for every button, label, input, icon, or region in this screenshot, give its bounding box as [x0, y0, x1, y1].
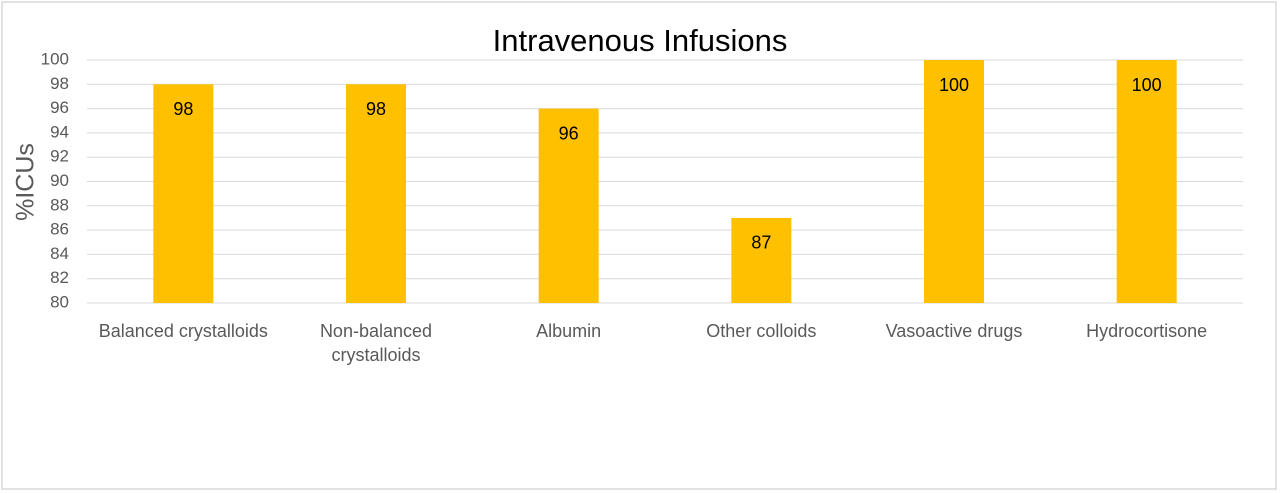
data-label: 100 — [1132, 75, 1162, 95]
y-tick-label: 94 — [50, 122, 69, 141]
y-tick-label: 86 — [50, 220, 69, 239]
y-tick-label: 92 — [50, 147, 69, 166]
data-label: 87 — [751, 233, 771, 253]
y-tick-label: 84 — [50, 244, 69, 263]
y-axis-label: %ICUs — [12, 143, 40, 221]
y-tick-label: 82 — [50, 268, 69, 287]
x-tick-label: Non-balanced crystalloids — [319, 321, 433, 365]
bar — [538, 108, 599, 303]
y-tick-label: 80 — [50, 292, 69, 311]
bar — [153, 84, 214, 303]
bar — [346, 84, 406, 303]
data-label: 96 — [559, 123, 579, 143]
x-tick-label: Albumin — [536, 321, 602, 341]
y-tick-label: 88 — [50, 195, 69, 214]
x-tick-label: Vasoactive drugs — [885, 321, 1023, 341]
bar — [1116, 60, 1177, 303]
data-label: 98 — [173, 99, 193, 119]
data-label: 98 — [366, 99, 386, 119]
bar — [924, 60, 984, 303]
bar — [731, 217, 792, 303]
y-tick-label: 96 — [50, 98, 69, 117]
x-tick-label: Other colloids — [706, 321, 817, 341]
y-tick-label: 100 — [41, 49, 69, 68]
y-tick-label: 98 — [50, 74, 69, 93]
x-tick-label: Balanced crystalloids — [98, 321, 268, 341]
data-label: 100 — [939, 75, 969, 95]
y-tick-label: 90 — [50, 171, 69, 190]
chart-title: Intravenous Infusions — [493, 23, 788, 58]
x-tick-label: Hydrocortisone — [1086, 321, 1208, 341]
